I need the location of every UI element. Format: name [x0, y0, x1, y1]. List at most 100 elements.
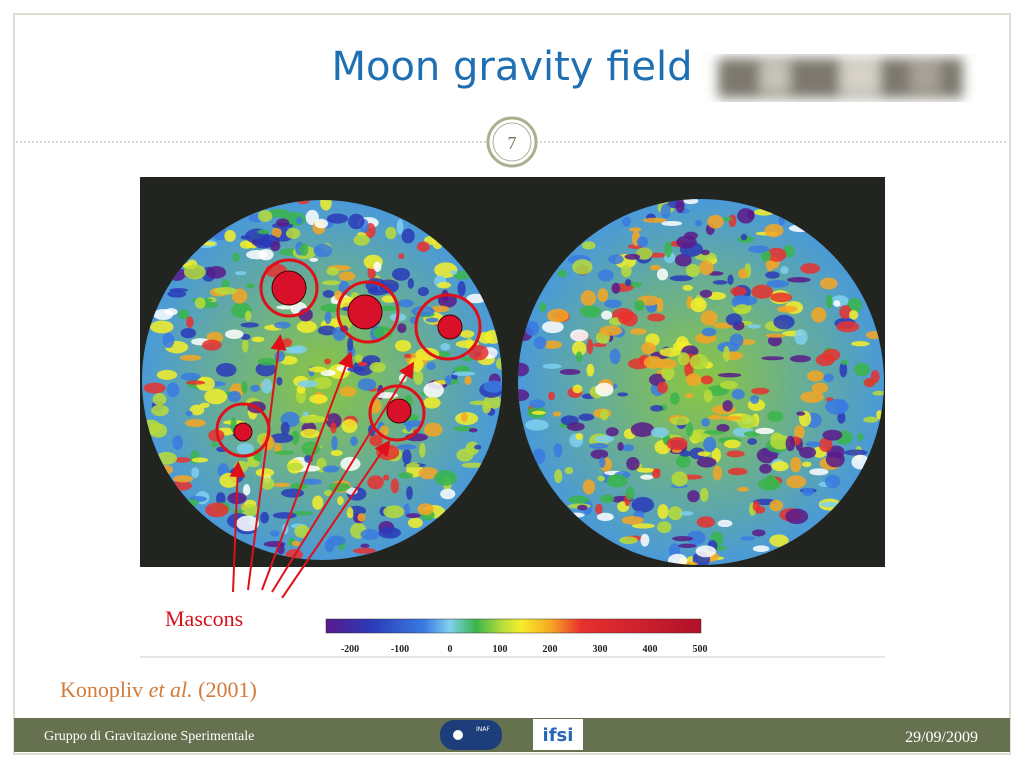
map-blob	[290, 510, 314, 516]
map-blob	[272, 512, 297, 519]
map-blob	[650, 427, 669, 438]
map-blob	[750, 394, 760, 405]
map-blob	[594, 435, 615, 443]
map-blob	[474, 444, 482, 450]
map-blob	[260, 511, 269, 524]
inaf-logo-text: INAF	[476, 726, 490, 733]
map-blob	[267, 208, 291, 218]
map-blob	[798, 446, 817, 459]
map-blob	[727, 467, 748, 476]
map-blob	[668, 506, 683, 521]
map-blob	[611, 282, 621, 294]
map-blob	[397, 323, 407, 334]
map-blob	[183, 264, 206, 280]
map-blob	[839, 305, 852, 319]
map-blob	[751, 284, 774, 299]
map-blob	[360, 543, 370, 549]
map-blob	[308, 366, 327, 373]
colorbar-label: -200	[341, 644, 359, 655]
map-blob	[533, 336, 547, 350]
map-blob	[600, 408, 609, 421]
map-blob	[566, 422, 585, 432]
map-blob	[621, 444, 635, 452]
map-blob	[250, 384, 261, 392]
map-blob	[785, 435, 796, 452]
map-blob	[346, 506, 354, 519]
map-blob	[324, 539, 335, 553]
slide-number-ring	[492, 122, 532, 162]
map-blob	[452, 371, 476, 376]
map-blob	[317, 325, 337, 336]
map-blob	[863, 416, 879, 423]
map-blob	[357, 512, 366, 522]
map-blob	[590, 449, 609, 460]
map-blob	[628, 227, 642, 232]
map-blob	[215, 492, 226, 505]
map-blob	[841, 359, 848, 366]
map-blob	[331, 435, 338, 451]
map-blob	[464, 375, 472, 385]
map-blob	[261, 378, 273, 394]
map-blob	[597, 475, 605, 482]
map-blob	[296, 320, 317, 333]
slide-frame	[13, 13, 1011, 755]
map-blob	[559, 368, 581, 376]
map-blob	[674, 253, 692, 267]
map-blob	[737, 268, 749, 279]
map-blob	[751, 529, 766, 537]
slide-number: 7	[508, 133, 517, 153]
map-blob	[789, 355, 812, 363]
map-blob	[557, 269, 567, 278]
map-blob	[390, 478, 399, 494]
citation: Konopliv et al. (2001)	[60, 677, 257, 702]
map-blob	[656, 268, 669, 281]
map-blob	[822, 429, 843, 441]
map-blob	[518, 362, 529, 377]
map-blob	[177, 309, 190, 320]
map-blob	[402, 448, 412, 465]
map-blob	[696, 457, 717, 468]
map-blob	[312, 495, 324, 510]
map-blob	[326, 267, 340, 276]
map-blob	[185, 410, 193, 417]
map-blob	[324, 489, 333, 496]
map-blob	[241, 380, 248, 394]
map-blob	[836, 321, 860, 333]
map-blob	[296, 385, 306, 394]
map-blob	[423, 397, 441, 409]
map-blob	[586, 338, 594, 355]
map-blob	[606, 474, 628, 488]
map-blob	[675, 199, 685, 214]
map-blob	[748, 245, 769, 253]
map-blob	[554, 469, 563, 484]
map-blob	[495, 357, 502, 370]
map-blob	[341, 419, 358, 434]
map-blob	[270, 530, 280, 537]
map-blob	[407, 517, 423, 529]
map-blob	[236, 442, 254, 455]
map-blob	[778, 217, 786, 226]
map-blob	[721, 415, 742, 421]
map-blob	[819, 277, 838, 290]
map-blob	[242, 338, 249, 353]
map-blob	[617, 392, 629, 397]
map-blob	[354, 354, 363, 364]
map-blob	[595, 503, 603, 515]
map-blob	[221, 279, 230, 290]
map-blob	[529, 399, 546, 409]
map-blob	[703, 430, 725, 435]
map-blob	[755, 427, 775, 435]
map-blob	[731, 388, 745, 400]
map-blob	[695, 219, 703, 227]
map-blob	[740, 233, 748, 241]
colorbar-label: 500	[693, 644, 708, 655]
colorbar-label: 400	[643, 644, 658, 655]
map-blob	[376, 444, 400, 461]
map-blob	[700, 375, 714, 385]
map-blob	[287, 462, 304, 471]
map-blob	[617, 441, 624, 451]
map-blob	[786, 475, 807, 489]
map-blob	[699, 289, 713, 298]
